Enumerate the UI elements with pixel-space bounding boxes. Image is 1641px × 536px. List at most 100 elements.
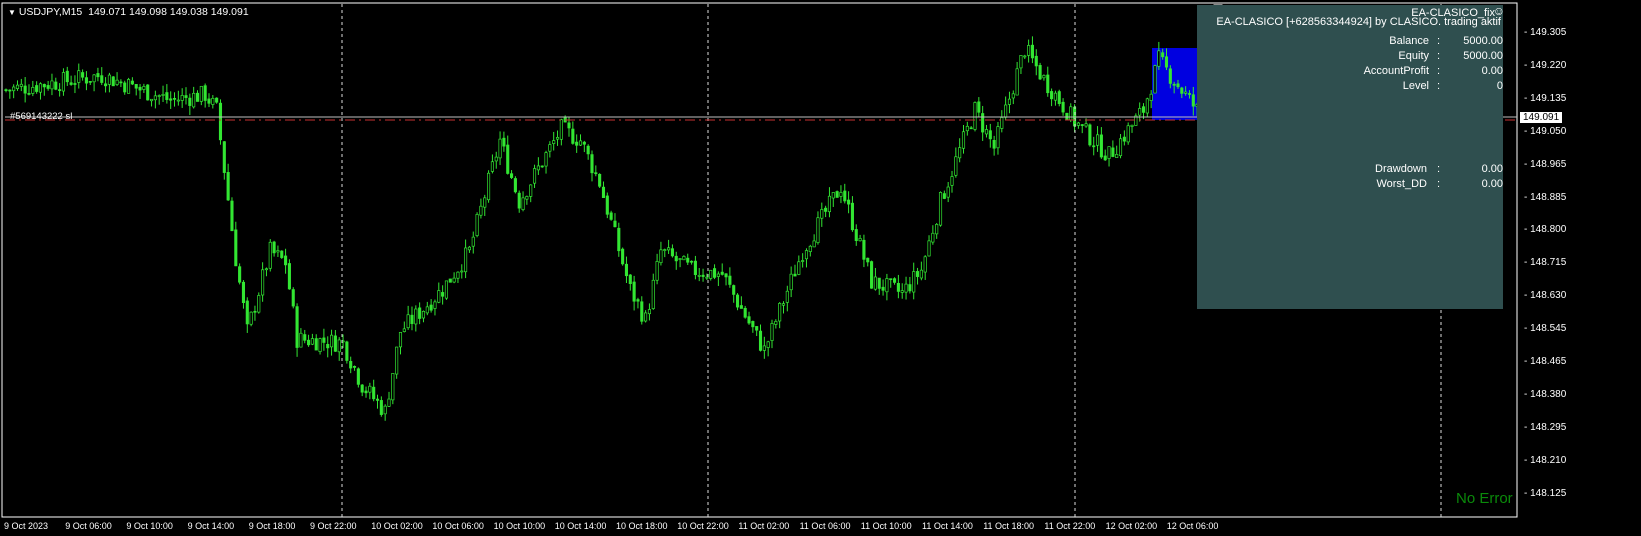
candle-body	[663, 249, 667, 251]
candle-body	[310, 338, 314, 345]
colon: :	[1437, 50, 1441, 62]
candle-body	[751, 321, 755, 328]
candle-body	[1118, 138, 1123, 157]
candle-body	[1111, 147, 1115, 157]
candle-body	[387, 398, 391, 407]
candle-body	[35, 85, 39, 92]
candle-body	[609, 212, 613, 220]
candle-body	[973, 102, 977, 130]
candle-body	[770, 323, 774, 341]
candle-body	[812, 240, 816, 248]
candle-body	[1069, 106, 1073, 121]
candle-body	[238, 266, 242, 283]
candle-body	[414, 308, 418, 325]
candle-body	[640, 301, 644, 322]
candle-body	[961, 131, 966, 149]
candle-body	[1164, 56, 1169, 68]
time-tick-label: 12 Oct 02:00	[1105, 521, 1158, 531]
candle-body	[54, 81, 58, 90]
level-value: 0	[1496, 80, 1503, 92]
candle-body	[552, 140, 556, 144]
equity-label: Equity	[1398, 50, 1429, 62]
candle-body	[743, 307, 747, 318]
candle-body	[632, 281, 636, 302]
time-tick-label: 9 Oct 06:00	[65, 521, 112, 531]
candle-body	[958, 147, 962, 159]
colon: :	[1437, 65, 1441, 77]
candle-body	[130, 80, 134, 85]
candle-body	[107, 74, 111, 85]
candle-body	[379, 400, 383, 415]
candle-body	[824, 207, 828, 212]
candle-body	[188, 97, 192, 106]
candle-body	[180, 95, 184, 101]
candle-body	[586, 145, 590, 155]
candle-body	[946, 186, 950, 198]
candle-body	[567, 122, 571, 129]
candle-body	[1115, 153, 1119, 158]
candle-body	[850, 202, 854, 231]
candle-body	[854, 229, 858, 241]
candle-body	[483, 197, 487, 208]
candle-body	[1015, 68, 1019, 96]
candle-body	[532, 168, 537, 184]
candle-body	[1107, 146, 1111, 159]
candle-body	[1103, 155, 1107, 161]
current-price-label: 149.091	[1519, 111, 1564, 124]
time-tick-label: 9 Oct 22:00	[310, 521, 357, 531]
candle-body	[65, 70, 69, 83]
candle-body	[195, 92, 200, 102]
candle-body	[1084, 123, 1088, 127]
candle-body	[1007, 98, 1012, 105]
candle-body	[889, 278, 893, 281]
candle-body	[1161, 52, 1165, 58]
candle-body	[647, 309, 651, 315]
candle-body	[372, 386, 376, 400]
candle-body	[621, 248, 625, 265]
candle-body	[1088, 124, 1092, 146]
candle-body	[441, 292, 445, 297]
candle-body	[521, 197, 525, 210]
candle-body	[1042, 75, 1046, 79]
candle-body	[858, 238, 862, 242]
price-tick-label: - 149.135	[1524, 92, 1567, 104]
candle-body	[433, 301, 437, 309]
candle-body	[330, 334, 334, 348]
triangle-down-icon[interactable]: ▼	[8, 8, 16, 17]
candle-body	[1053, 92, 1057, 101]
price-tick-label: - 148.715	[1524, 257, 1567, 269]
candle-body	[793, 273, 797, 277]
candle-body	[1172, 83, 1176, 86]
candle-body	[977, 101, 981, 113]
candle-body	[667, 247, 671, 251]
candle-body	[360, 384, 364, 393]
candle-body	[211, 97, 215, 105]
candle-body	[1138, 108, 1142, 116]
candle-body	[444, 280, 449, 299]
candle-body	[1134, 115, 1138, 126]
candle-body	[207, 98, 211, 104]
candle-body	[904, 283, 908, 293]
candle-body	[272, 241, 276, 254]
symbol-timeframe: USDJPY,M15	[18, 6, 83, 18]
candle-body	[996, 126, 1000, 149]
candle-body	[123, 82, 127, 93]
candle-body	[487, 172, 491, 201]
candle-body	[682, 255, 686, 261]
candle-body	[816, 217, 820, 244]
candle-body	[1057, 91, 1061, 104]
time-tick-label: 11 Oct 10:00	[860, 521, 912, 531]
candle-body	[142, 86, 146, 90]
candle-body	[923, 256, 927, 273]
candle-body	[1019, 55, 1023, 69]
candle-body	[425, 306, 429, 314]
colon: :	[1437, 163, 1441, 175]
candle-body	[165, 92, 169, 100]
chart-header: ▼ USDJPY,M15 149.071 149.098 149.038 149…	[8, 6, 249, 18]
smiley-icon: ☺	[1492, 4, 1505, 18]
candle-body	[984, 129, 989, 135]
candle-body	[77, 70, 81, 83]
candles	[4, 36, 1211, 421]
candle-body	[15, 84, 20, 89]
